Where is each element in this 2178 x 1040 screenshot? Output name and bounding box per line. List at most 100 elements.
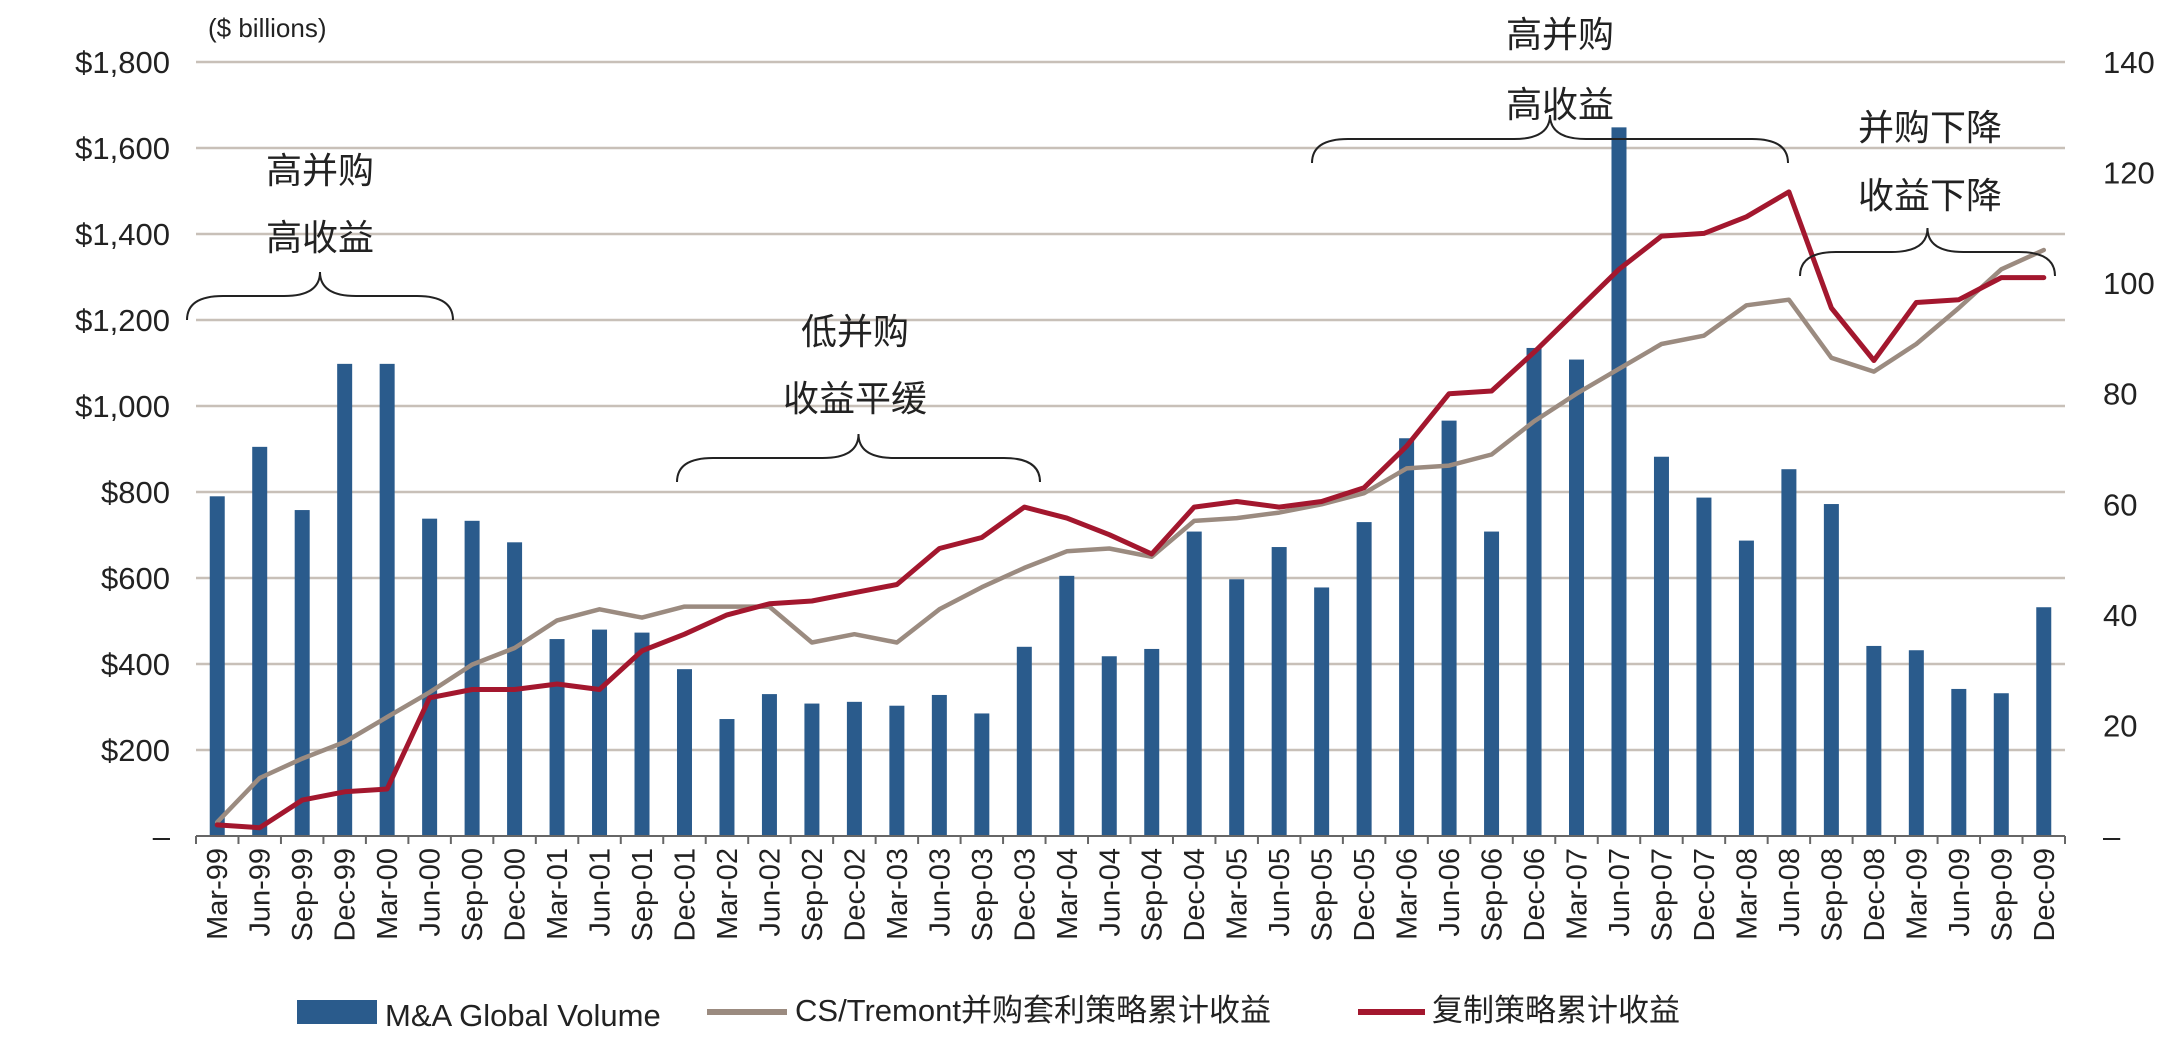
bar-ma-volume: [1271, 547, 1287, 836]
bar-ma-volume: [1441, 420, 1457, 836]
bar-ma-volume: [804, 703, 820, 836]
bar-ma-volume: [974, 713, 990, 836]
bar-ma-volume: [1951, 688, 1967, 836]
bar-ma-volume: [1016, 646, 1032, 836]
y-left-tick-label: $200: [101, 733, 170, 768]
y-left-tick-label: $1,800: [75, 45, 170, 80]
bar-ma-volume: [889, 705, 905, 836]
bar-ma-volume: [1526, 347, 1542, 836]
bar-series-layer: [209, 127, 2052, 837]
x-tick-label: Dec-02: [839, 848, 871, 942]
y-left-tick-label: –: [153, 819, 171, 854]
x-tick-label: Jun-08: [1774, 848, 1806, 937]
bar-ma-volume: [719, 719, 735, 836]
x-tick-label: Mar-06: [1392, 848, 1424, 940]
bar-ma-volume: [592, 629, 608, 836]
bar-ma-volume: [1484, 531, 1500, 836]
y-left-tick-label: $1,600: [75, 131, 170, 166]
annotation-line2: 高收益: [1506, 84, 1614, 125]
y-right-tick-label: 80: [2103, 377, 2137, 412]
y-left-tick-label: $1,400: [75, 217, 170, 252]
y-right-tick-label: 100: [2103, 266, 2155, 301]
x-tick-label: Dec-06: [1519, 848, 1551, 942]
x-tick-label: Jun-09: [1944, 848, 1976, 937]
y-left-tick-label: $800: [101, 475, 170, 510]
bar-ma-volume: [1696, 497, 1712, 836]
x-tick-label: Sep-08: [1816, 848, 1848, 942]
annotation-brace: [676, 433, 1041, 483]
x-tick-label: Sep-01: [627, 848, 659, 942]
axes: – $200 $400 $600 $800 $1,000 $1,200 $1,400 $1,60…: [75, 45, 2155, 942]
line-series-layer: [214, 189, 2047, 831]
x-tick-label: Sep-07: [1646, 848, 1678, 942]
bar-ma-volume: [294, 510, 310, 836]
annotation-brace: [1311, 114, 1789, 164]
y-right-tick-label: 20: [2103, 708, 2137, 743]
bar-ma-volume: [379, 363, 395, 836]
x-tick-label: Mar-01: [542, 848, 574, 940]
annotation-brace: [1799, 227, 2056, 277]
bar-ma-volume: [1781, 469, 1797, 836]
x-tick-label: Dec-04: [1179, 848, 1211, 942]
x-tick-label: Sep-02: [797, 848, 829, 942]
y-right-tick-label: 140: [2103, 45, 2155, 80]
bar-ma-volume: [1866, 645, 1882, 836]
bar-ma-volume: [1144, 648, 1160, 836]
y-left-tick-label: $1,200: [75, 303, 170, 338]
x-tick-label: Jun-07: [1604, 848, 1636, 937]
line-replica-strategy: [214, 189, 2047, 831]
bar-ma-volume: [1399, 438, 1415, 836]
x-tick-label: Mar-08: [1731, 848, 1763, 940]
annotation-line1: 高并购: [1506, 14, 1614, 55]
bar-ma-volume: [1314, 587, 1330, 836]
x-tick-label: Sep-06: [1477, 848, 1509, 942]
x-tick-label: Mar-04: [1052, 848, 1084, 940]
annotation-line1: 高并购: [266, 150, 374, 191]
bar-ma-volume: [676, 669, 692, 836]
bar-ma-volume: [846, 701, 862, 836]
x-tick-label: Dec-07: [1689, 848, 1721, 942]
x-tick-label: Jun-06: [1434, 848, 1466, 937]
bar-ma-volume: [634, 632, 650, 836]
bar-ma-volume: [931, 694, 947, 836]
annotation-brace: [186, 271, 454, 321]
x-tick-label: Dec-09: [2029, 848, 2061, 942]
y-left-tick-label: $600: [101, 561, 170, 596]
bar-ma-volume: [761, 694, 777, 836]
bar-ma-volume: [464, 520, 480, 836]
unit-label: ($ billions): [208, 13, 327, 43]
x-tick-label: Jun-05: [1264, 848, 1296, 937]
bar-ma-volume: [337, 363, 353, 836]
x-tick-label: Dec-05: [1349, 848, 1381, 942]
bar-ma-volume: [1653, 456, 1669, 836]
legend: M&A Global Volume CS/Tremont并购套利策略累计收益 复…: [297, 993, 1680, 1033]
annotation-line2: 收益平缓: [783, 378, 927, 419]
x-tick-label: Sep-03: [967, 848, 999, 942]
bar-ma-volume: [549, 639, 565, 836]
x-tick-label: Dec-03: [1009, 848, 1041, 942]
y-left-tick-label: $400: [101, 647, 170, 682]
y-right-tick-label: 60: [2103, 487, 2137, 522]
x-tick-label: Mar-07: [1562, 848, 1594, 940]
annotation-line2: 高收益: [266, 217, 374, 258]
x-tick-label: Dec-01: [669, 848, 701, 942]
x-tick-label: Sep-05: [1307, 848, 1339, 942]
x-tick-label: Mar-05: [1222, 848, 1254, 940]
x-tick-label: Sep-00: [457, 848, 489, 942]
bar-ma-volume: [209, 496, 225, 836]
x-tick-label: Sep-09: [1986, 848, 2018, 942]
annotation-line2: 收益下降: [1858, 175, 2002, 216]
x-tick-label: Mar-99: [202, 848, 234, 940]
annotation-line1: 低并购: [801, 311, 909, 352]
bar-ma-volume: [1611, 127, 1627, 837]
y-right-tick-label: 40: [2103, 598, 2137, 633]
legend-swatch-bar: [297, 1000, 377, 1024]
bar-ma-volume: [1186, 531, 1202, 836]
bar-ma-volume: [252, 446, 268, 836]
legend-label-cs: CS/Tremont并购套利策略累计收益: [795, 993, 1271, 1028]
y-left-tick-label: $1,000: [75, 389, 170, 424]
bar-ma-volume: [1738, 540, 1754, 836]
